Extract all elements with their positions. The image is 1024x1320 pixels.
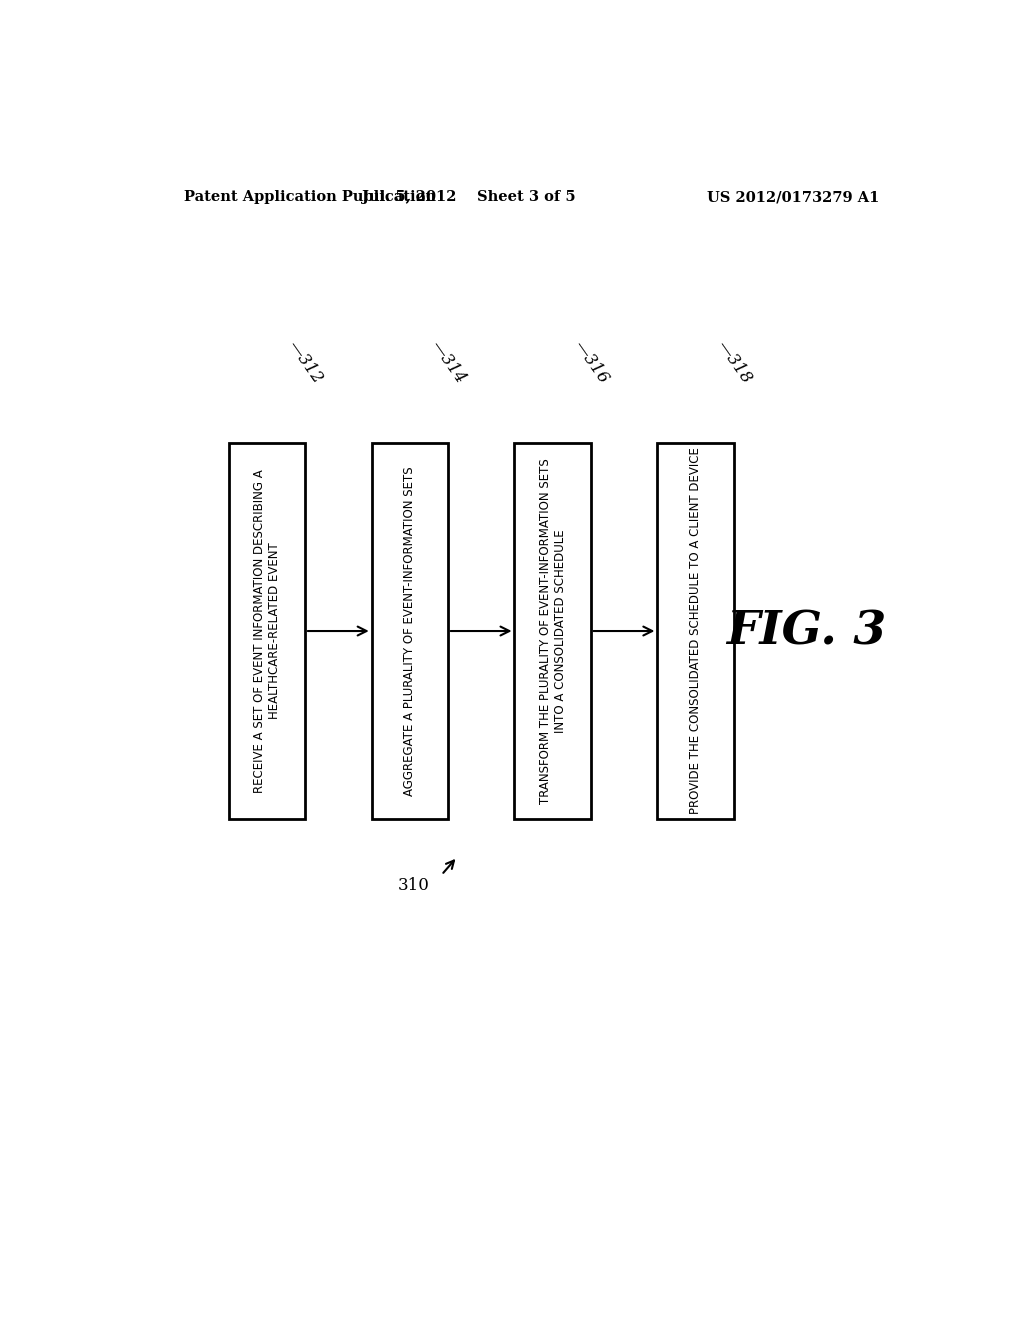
Bar [228, 444, 305, 818]
Text: RECEIVE A SET OF EVENT INFORMATION DESCRIBING A
HEALTHCARE-RELATED EVENT: RECEIVE A SET OF EVENT INFORMATION DESCR… [253, 469, 281, 793]
Text: Patent Application Publication: Patent Application Publication [183, 190, 435, 205]
Bar [514, 444, 591, 818]
Text: FIG. 3: FIG. 3 [726, 609, 887, 653]
Text: —312: —312 [285, 338, 326, 387]
Bar [657, 444, 733, 818]
Bar [372, 444, 447, 818]
Text: US 2012/0173279 A1: US 2012/0173279 A1 [708, 190, 880, 205]
Text: —318: —318 [713, 338, 755, 387]
Text: PROVIDE THE CONSOLIDATED SCHEDULE TO A CLIENT DEVICE: PROVIDE THE CONSOLIDATED SCHEDULE TO A C… [689, 447, 701, 814]
Text: —314: —314 [427, 338, 469, 387]
Text: TRANSFORM THE PLURALITY OF EVENT-INFORMATION SETS
INTO A CONSOLIDATED SCHEDULE: TRANSFORM THE PLURALITY OF EVENT-INFORMA… [539, 458, 566, 804]
Text: 310: 310 [397, 876, 430, 894]
Text: AGGREGATE A PLURALITY OF EVENT-INFORMATION SETS: AGGREGATE A PLURALITY OF EVENT-INFORMATI… [403, 466, 416, 796]
Text: —316: —316 [570, 338, 611, 387]
Text: Jul. 5, 2012    Sheet 3 of 5: Jul. 5, 2012 Sheet 3 of 5 [362, 190, 577, 205]
